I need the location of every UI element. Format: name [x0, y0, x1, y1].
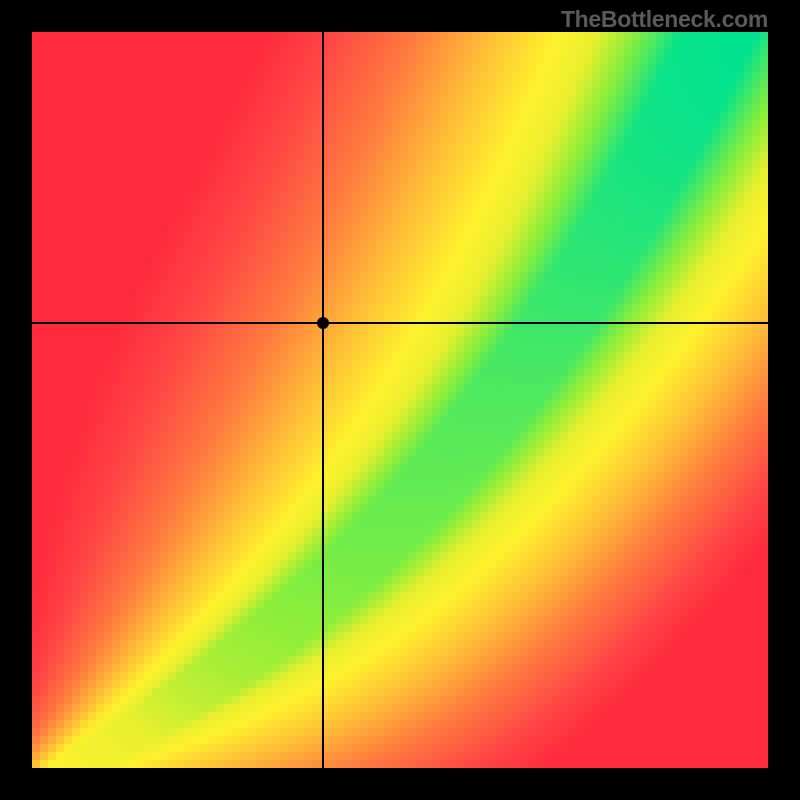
crosshair-vertical — [322, 32, 324, 768]
crosshair-horizontal — [32, 322, 768, 324]
chart-container: TheBottleneck.com — [0, 0, 800, 800]
watermark-text: TheBottleneck.com — [561, 6, 768, 33]
heatmap-canvas — [32, 32, 768, 768]
marker-dot — [317, 317, 329, 329]
heatmap-plot — [32, 32, 768, 768]
